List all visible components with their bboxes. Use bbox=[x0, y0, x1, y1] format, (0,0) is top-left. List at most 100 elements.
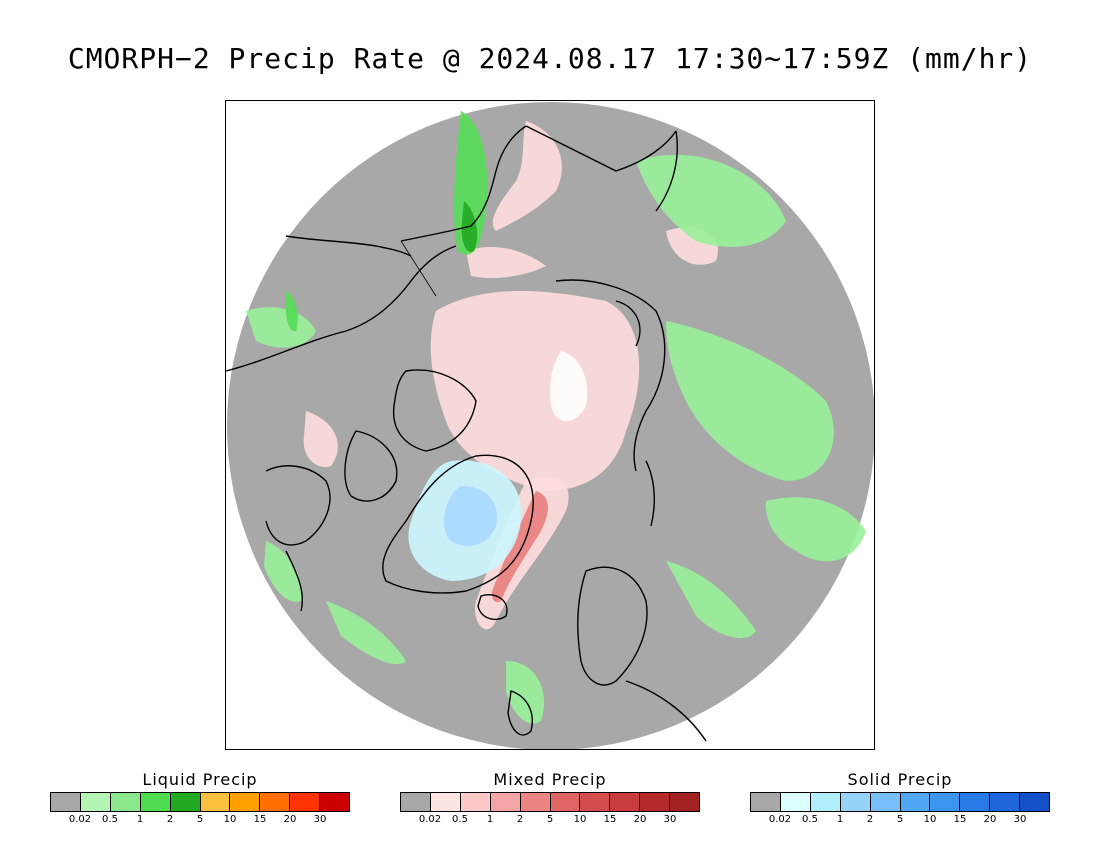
legend-solid-swatch bbox=[960, 793, 991, 811]
mixed-precip-band-core bbox=[491, 491, 548, 603]
legend-solid-swatch bbox=[930, 793, 961, 811]
liquid-precip-siberia bbox=[636, 154, 786, 247]
legend-solid-tick: 20 bbox=[983, 814, 997, 825]
legend-solid-swatch bbox=[751, 793, 781, 811]
legend-liquid-swatch bbox=[260, 793, 291, 811]
coastline-taymyr bbox=[615, 300, 641, 347]
legend-mixed-swatch bbox=[520, 793, 551, 811]
legend-solid-swatches bbox=[750, 792, 1050, 812]
legend-mixed-tick: 20 bbox=[633, 814, 647, 825]
legend-liquid-title: Liquid Precip bbox=[142, 770, 258, 789]
liquid-precip-labrador bbox=[264, 541, 302, 602]
mixed-precip-arctic bbox=[430, 291, 640, 491]
legend-mixed-tick: 2 bbox=[516, 814, 524, 825]
coastline-aleutians bbox=[285, 235, 412, 257]
liquid-precip-atlantic bbox=[326, 601, 406, 665]
legend-solid-tick: 1 bbox=[836, 814, 844, 825]
coastline-novaya-zemlya bbox=[645, 460, 655, 527]
legend-liquid-tick: 30 bbox=[313, 814, 327, 825]
coastline-greenland bbox=[382, 454, 534, 594]
legend-liquid-tick: 2 bbox=[166, 814, 174, 825]
legend-solid-swatch bbox=[780, 793, 811, 811]
legend-mixed-tick: 0.5 bbox=[452, 814, 468, 825]
legend-mixed-swatch bbox=[460, 793, 491, 811]
legend-mixed-tick: 10 bbox=[573, 814, 587, 825]
legend-mixed-swatches bbox=[400, 792, 700, 812]
coastline-alaska bbox=[400, 125, 527, 242]
coastline-labrador bbox=[285, 550, 303, 612]
legend-mixed-swatch bbox=[610, 793, 641, 811]
legend-liquid-tick: 15 bbox=[253, 814, 267, 825]
legend-liquid-swatch bbox=[290, 793, 321, 811]
coastline-iceland bbox=[477, 594, 508, 621]
legend-liquid-swatch bbox=[170, 793, 201, 811]
legend-mixed-swatch bbox=[580, 793, 611, 811]
legend-liquid-swatch bbox=[51, 793, 81, 811]
legend-liquid-tick: 5 bbox=[196, 814, 204, 825]
legend-liquid-tick: 0.5 bbox=[102, 814, 118, 825]
legend-mixed-tick: 30 bbox=[663, 814, 677, 825]
legend-solid-swatch bbox=[810, 793, 841, 811]
legend-liquid-swatches bbox=[50, 792, 350, 812]
coastlines bbox=[226, 125, 707, 742]
legend-solid: Solid Precip 0.02 0.5 1 2 5 10 15 20 30 bbox=[750, 770, 1050, 826]
legend-liquid-swatch bbox=[200, 793, 231, 811]
legend-solid-tick: 2 bbox=[866, 814, 874, 825]
legend-mixed: Mixed Precip 0.02 0.5 1 2 5 10 15 20 30 bbox=[400, 770, 700, 826]
border-line bbox=[400, 240, 437, 297]
legend-liquid-tick: 20 bbox=[283, 814, 297, 825]
coastline-archipelago bbox=[392, 369, 477, 452]
legend-solid-tick: 0.5 bbox=[802, 814, 818, 825]
legend-solid-swatch bbox=[990, 793, 1021, 811]
mixed-precip-alaska bbox=[466, 246, 546, 278]
liquid-precip-canada-west bbox=[246, 307, 316, 348]
legend-liquid-swatch bbox=[320, 793, 350, 811]
liquid-precip-canada-band bbox=[285, 291, 298, 332]
legend-liquid-tick: 0.02 bbox=[68, 814, 92, 825]
legend-liquid-tick: 1 bbox=[136, 814, 144, 825]
legend-solid-swatch bbox=[840, 793, 871, 811]
legend-liquid: Liquid Precip 0.02 0.5 1 2 5 10 15 20 30 bbox=[50, 770, 350, 826]
coastline-europe bbox=[625, 680, 707, 742]
coastline-north-america bbox=[226, 245, 457, 372]
polar-precip-map bbox=[226, 102, 874, 749]
legend-solid-tick: 30 bbox=[1013, 814, 1027, 825]
legend-liquid-swatch bbox=[230, 793, 261, 811]
precip-patches bbox=[246, 111, 866, 724]
coastline-hudson bbox=[265, 465, 331, 546]
legend-liquid-ticks: 0.02 0.5 1 2 5 10 15 20 30 bbox=[50, 812, 350, 826]
legend-solid-title: Solid Precip bbox=[847, 770, 953, 789]
legend-solid-tick: 15 bbox=[953, 814, 967, 825]
coastline-scandinavia bbox=[577, 566, 648, 686]
legend-mixed-tick: 15 bbox=[603, 814, 617, 825]
legend-solid-ticks: 0.02 0.5 1 2 5 10 15 20 30 bbox=[750, 812, 1050, 826]
legend-mixed-swatch bbox=[550, 793, 581, 811]
polar-map-frame bbox=[225, 100, 875, 750]
legend-solid-tick: 0.02 bbox=[768, 814, 792, 825]
legend-mixed-swatch bbox=[670, 793, 700, 811]
map-title: CMORPH−2 Precip Rate @ 2024.08.17 17:30∼… bbox=[67, 42, 1033, 75]
legend-solid-tick: 5 bbox=[896, 814, 904, 825]
coastline-baffin bbox=[344, 430, 398, 502]
legend-solid-swatch bbox=[900, 793, 931, 811]
legend-liquid-swatch bbox=[140, 793, 171, 811]
legend-mixed-tick: 5 bbox=[546, 814, 554, 825]
coastline-kamchatka bbox=[655, 130, 678, 212]
legend-mixed-swatch bbox=[640, 793, 671, 811]
heavy-mixed-core bbox=[549, 351, 588, 421]
mixed-precip-canada bbox=[303, 411, 338, 467]
solid-precip-greenland-core bbox=[443, 486, 497, 546]
coastline-russia-north bbox=[555, 279, 666, 472]
liquid-precip-russia bbox=[666, 321, 834, 481]
liquid-precip-uk bbox=[506, 661, 545, 724]
coastline-uk bbox=[507, 690, 533, 736]
legend-liquid-swatch bbox=[110, 793, 141, 811]
legend-mixed-title: Mixed Precip bbox=[493, 770, 607, 789]
legend-mixed-swatch bbox=[401, 793, 431, 811]
legend-solid-swatch bbox=[870, 793, 901, 811]
coastline-siberia bbox=[525, 125, 677, 172]
legend-solid-swatch bbox=[1020, 793, 1050, 811]
legend-mixed-tick: 0.02 bbox=[418, 814, 442, 825]
legend-solid-tick: 10 bbox=[923, 814, 937, 825]
mixed-precip-bering bbox=[492, 121, 562, 231]
